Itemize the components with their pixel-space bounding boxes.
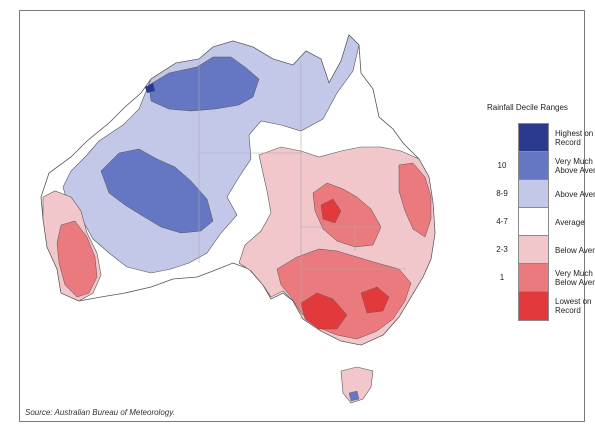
legend-row-very-much-below: 1 Very Much Below Average	[482, 263, 595, 293]
map-frame: Rainfall Decile Ranges Highest on Record…	[19, 10, 595, 422]
legend-row-lowest: Lowest on Record	[482, 291, 595, 321]
legend-label: Below Average	[555, 245, 595, 255]
legend-range: 4-7	[496, 217, 508, 226]
legend-row-above: 8-9 Above Average	[482, 179, 595, 209]
legend-label: Above Average	[555, 189, 595, 199]
legend-label: Average	[555, 217, 585, 227]
legend-range: 8-9	[496, 189, 508, 198]
australia-rainfall-map	[40, 34, 436, 404]
lowest-on-record-south	[300, 292, 348, 330]
tasmania	[340, 366, 374, 404]
highest-on-record-cell	[145, 83, 155, 93]
very-much-below-average-coast	[398, 162, 432, 238]
legend-swatch-very-much-above	[518, 151, 549, 181]
tasmania-south-cell	[348, 390, 360, 402]
lowest-on-record-east	[320, 198, 342, 224]
source-note: Source: Australian Bureau of Meteorology…	[25, 408, 175, 417]
legend-row-average: 4-7 Average	[482, 207, 595, 237]
state-borders	[198, 61, 405, 319]
legend-label: Very Much Above Average	[555, 157, 595, 175]
very-much-above-average-west	[100, 148, 214, 234]
legend-title: Rainfall Decile Ranges	[487, 103, 568, 112]
legend-swatch-average	[518, 207, 549, 237]
legend-range: 2-3	[496, 245, 508, 254]
legend-swatch-very-much-below	[518, 263, 549, 293]
very-much-below-average-east	[312, 182, 382, 248]
legend-label: Very Much Below Average	[555, 269, 595, 287]
very-much-below-average-west	[56, 220, 98, 298]
legend-swatch-lowest	[518, 291, 549, 321]
legend-range: 10	[497, 161, 507, 170]
legend-swatch-highest	[518, 123, 549, 153]
legend-label: Lowest on Record	[555, 297, 592, 315]
legend-row-highest: Highest on Record	[482, 123, 595, 153]
very-much-above-average-north	[148, 56, 260, 112]
legend-range: 1	[499, 273, 505, 282]
lowest-on-record-vic	[360, 286, 390, 314]
legend-label: Highest on Record	[555, 129, 594, 147]
legend-swatch-above	[518, 179, 549, 209]
legend-swatch-below	[518, 235, 549, 265]
legend-row-very-much-above: 10 Very Much Above Average	[482, 151, 595, 181]
legend-row-below: 2-3 Below Average	[482, 235, 595, 265]
